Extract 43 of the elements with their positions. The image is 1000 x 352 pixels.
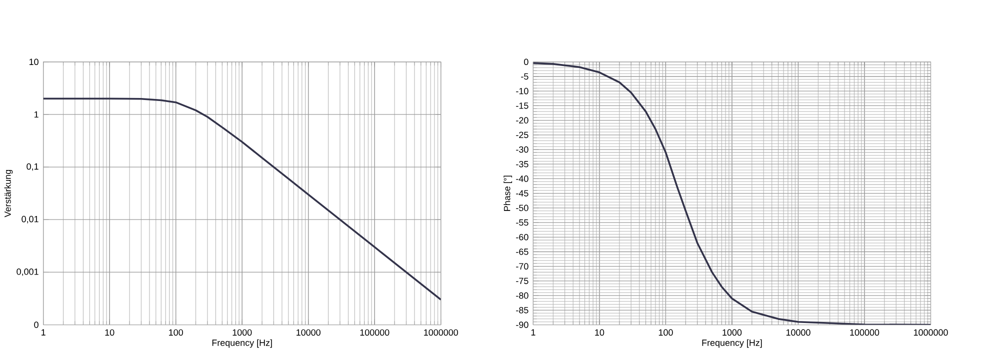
y-tick-label: -70 bbox=[516, 263, 528, 270]
y-tick-label: 0,001 bbox=[16, 268, 38, 276]
x-tick-label: 100000 bbox=[850, 329, 880, 336]
y-tick-label: -45 bbox=[516, 190, 528, 196]
y-tick-label: -90 bbox=[516, 322, 528, 328]
y-tick-label: -10 bbox=[516, 88, 528, 94]
x-axis-title: Frequency [Hz] bbox=[212, 339, 272, 348]
x-tick-label: 10 bbox=[595, 329, 604, 336]
x-tick-label: 100000 bbox=[360, 329, 390, 336]
y-tick-label: -15 bbox=[516, 102, 528, 109]
y-tick-label: -65 bbox=[516, 248, 528, 255]
y-tick-label: -25 bbox=[516, 132, 528, 138]
x-tick-label: 1 bbox=[531, 329, 536, 336]
x-axis-title: Frequency [Hz] bbox=[702, 339, 762, 348]
y-tick-label: -30 bbox=[516, 146, 528, 153]
x-tick-label: 100 bbox=[658, 329, 673, 336]
y-tick-label: -5 bbox=[521, 73, 528, 80]
y-tick-label: 0,01 bbox=[22, 216, 38, 224]
y-axis-title: Verstärkung bbox=[4, 170, 13, 218]
y-tick-label: -80 bbox=[516, 292, 528, 299]
x-tick-label: 1000000 bbox=[424, 329, 458, 336]
y-tick-label: -55 bbox=[516, 219, 528, 226]
y-tick-label: -20 bbox=[516, 117, 528, 124]
x-tick-label: 1000 bbox=[722, 329, 742, 336]
x-tick-label: 1000 bbox=[232, 329, 252, 336]
y-tick-label: -40 bbox=[516, 176, 528, 182]
y-tick-label: 0,1 bbox=[26, 163, 38, 171]
x-tick-label: 100 bbox=[169, 329, 183, 336]
y-tick-label: 0 bbox=[524, 58, 528, 66]
x-tick-label: 1000000 bbox=[914, 329, 948, 336]
y-axis-title: Phase [°] bbox=[504, 176, 512, 211]
x-tick-label: 1 bbox=[42, 329, 46, 336]
x-tick-label: 10000 bbox=[786, 329, 810, 336]
y-tick-label: -50 bbox=[516, 204, 528, 212]
x-tick-label: 10 bbox=[105, 329, 114, 336]
y-tick-label: -85 bbox=[516, 307, 528, 314]
y-tick-label: -75 bbox=[516, 278, 528, 284]
y-tick-label: -35 bbox=[516, 160, 528, 168]
x-tick-label: 10000 bbox=[296, 329, 320, 336]
y-tick-label: 10 bbox=[29, 58, 38, 66]
y-tick-label: -60 bbox=[516, 234, 528, 240]
y-tick-label: 0 bbox=[34, 322, 38, 328]
y-tick-label: 1 bbox=[34, 111, 38, 118]
